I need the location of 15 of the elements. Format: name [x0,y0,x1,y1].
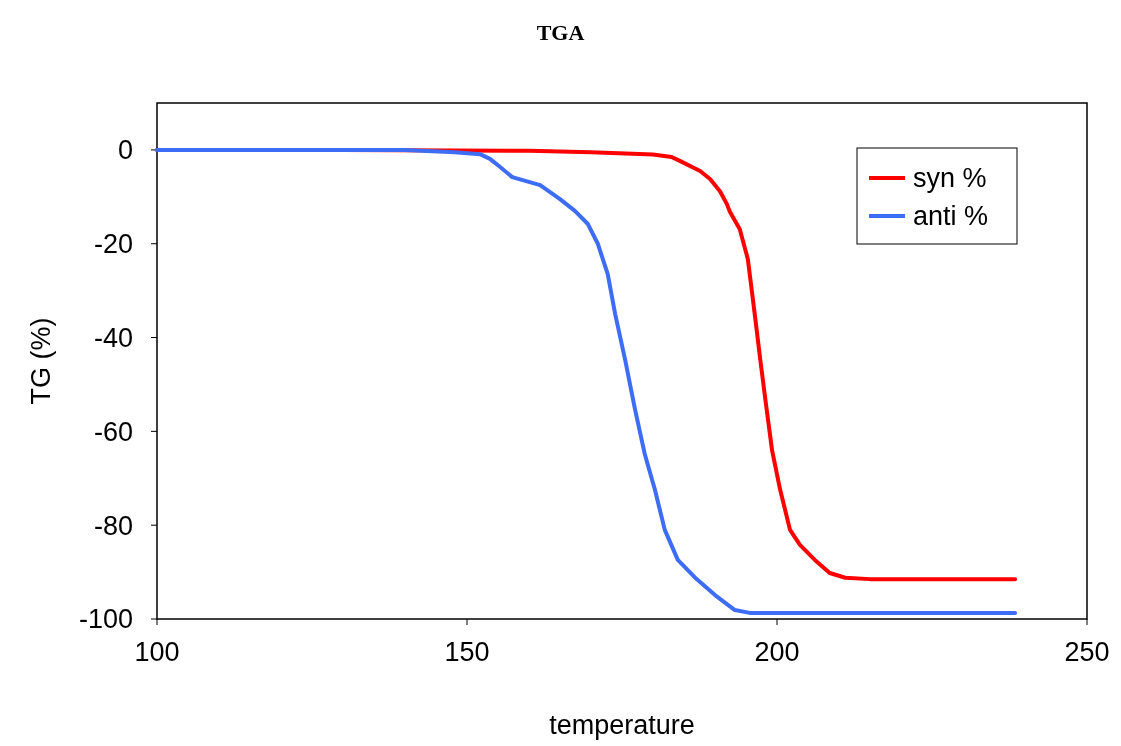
x-tick-label: 150 [444,637,490,667]
x-axis-title: temperature [549,710,695,740]
y-tick-label: -80 [93,510,133,541]
x-tick-label: 100 [134,637,180,667]
y-tick-label: -40 [93,323,133,353]
chart-title: TGA [536,20,585,45]
legend-label: anti % [913,201,989,232]
y-axis-title: TG (%) [26,317,56,405]
y-tick-label: -100 [78,604,133,635]
y-tick-label: -20 [93,229,133,260]
x-tick-label: 200 [754,637,800,667]
x-tick-label: 250 [1064,637,1110,667]
legend-label: syn % [913,163,987,194]
y-tick-label: -60 [93,416,133,447]
y-tick-label: 0 [117,135,133,166]
